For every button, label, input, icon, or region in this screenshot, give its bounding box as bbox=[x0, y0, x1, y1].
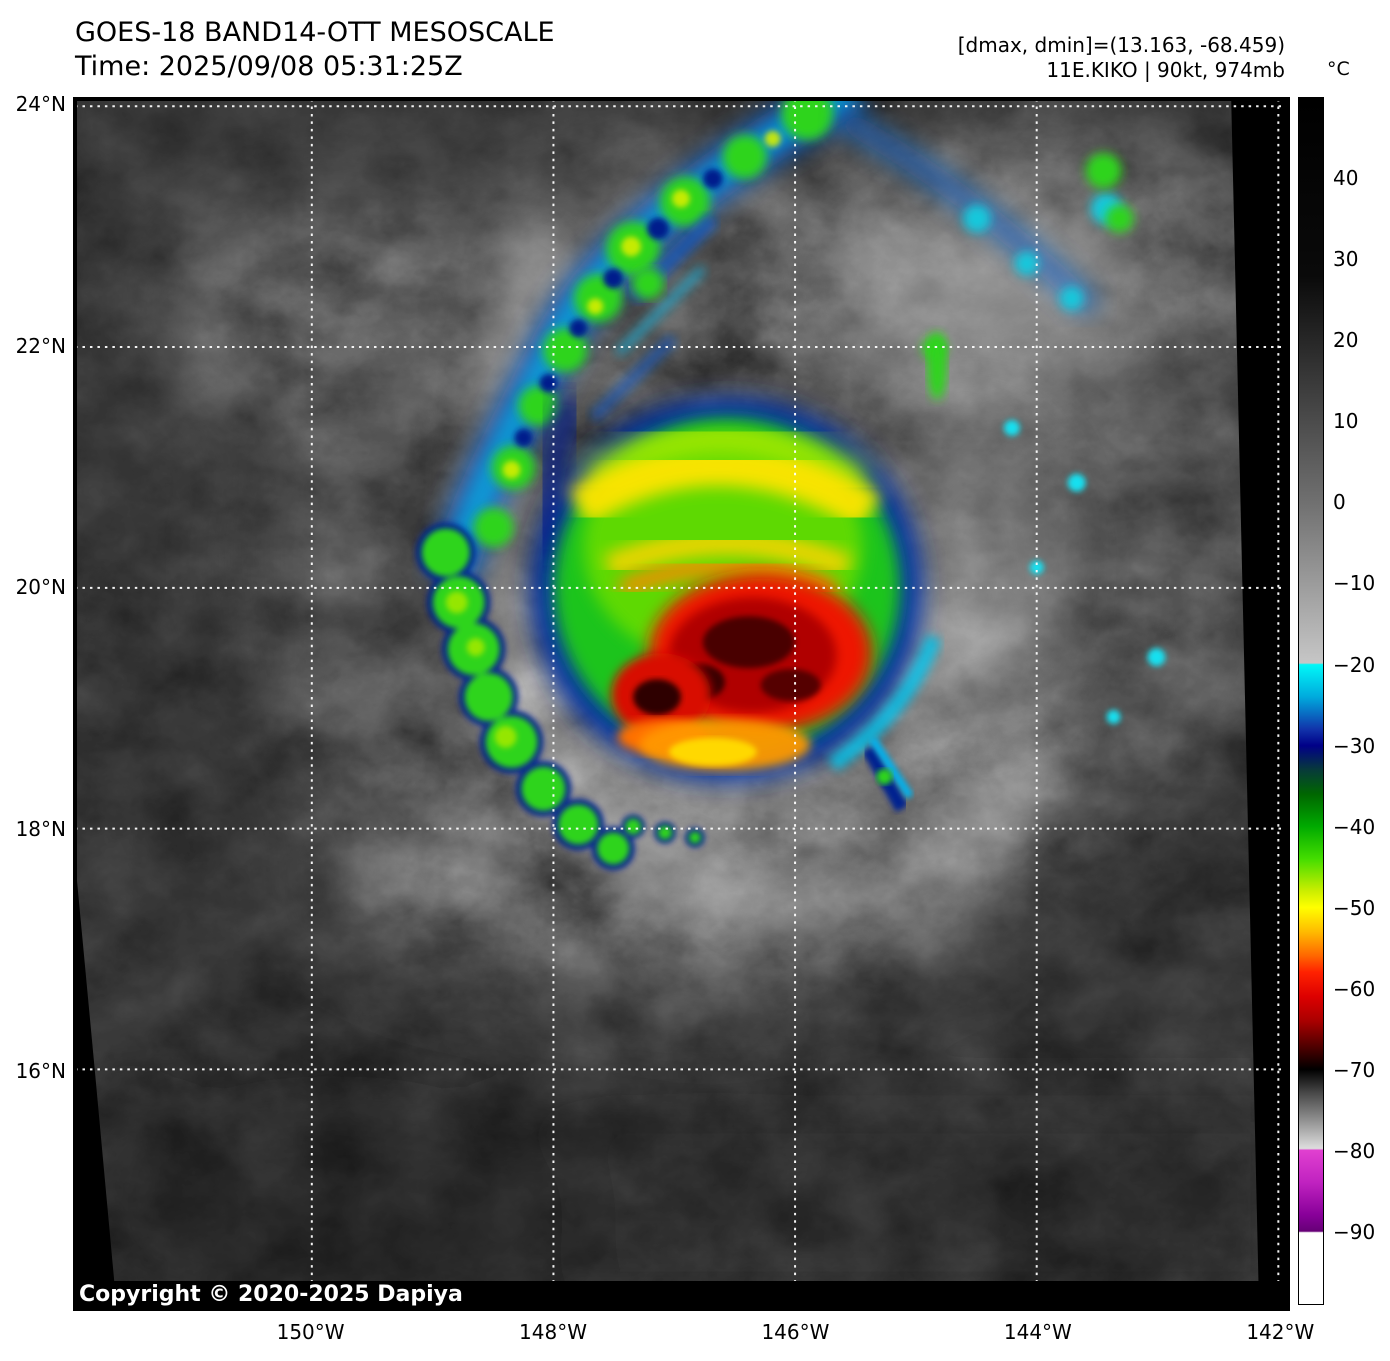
header-right-block: [dmax, dmin]=(13.163, -68.459) 11E.KIKO … bbox=[958, 33, 1285, 83]
colorbar-tick-label: 20 bbox=[1333, 328, 1359, 353]
colorbar-tick-label: −90 bbox=[1333, 1220, 1376, 1245]
outer-rainband-northeast bbox=[428, 99, 1166, 724]
lon-tick-label: 142°W bbox=[1246, 1320, 1315, 1344]
colorbar-gradient bbox=[1299, 98, 1323, 1304]
dmax-dmin-readout: [dmax, dmin]=(13.163, -68.459) bbox=[957, 33, 1285, 57]
lat-tick-label: 20°N bbox=[15, 575, 66, 600]
colorbar-tick-label: 40 bbox=[1333, 166, 1359, 191]
colorbar-tick-label: 0 bbox=[1333, 490, 1346, 515]
gridlines bbox=[75, 99, 1288, 1309]
lon-tick-label: 148°W bbox=[519, 1320, 587, 1344]
lon-tick-label: 150°W bbox=[276, 1320, 345, 1344]
temperature-colorbar bbox=[1298, 97, 1324, 1305]
colorbar-tick-label: −50 bbox=[1333, 895, 1376, 920]
colorbar-tick-label: 30 bbox=[1333, 247, 1359, 272]
product-title-block: GOES-18 BAND14-OTT MESOSCALE Time: 2025/… bbox=[75, 16, 555, 84]
hurricane-core bbox=[531, 393, 942, 813]
lat-tick-label: 22°N bbox=[15, 333, 66, 358]
product-title: GOES-18 BAND14-OTT MESOSCALE bbox=[75, 17, 555, 48]
colorbar-tick-label: −70 bbox=[1333, 1057, 1376, 1082]
lat-tick-label: 24°N bbox=[15, 92, 66, 117]
storm-info-readout: 11E.KIKO | 90kt, 974mb bbox=[1046, 58, 1285, 82]
colorbar-tick-label: −30 bbox=[1333, 733, 1376, 758]
satellite-image bbox=[75, 99, 1288, 1309]
copyright-watermark: Copyright © 2020-2025 Dapiya bbox=[75, 1281, 1288, 1309]
data-gap-bottom-left bbox=[75, 859, 117, 1309]
colorbar-tick-label: 10 bbox=[1333, 409, 1359, 434]
colorbar-tick-label: −40 bbox=[1333, 814, 1376, 839]
outer-rainband-southwest bbox=[415, 522, 705, 871]
colorbar-tick-label: −20 bbox=[1333, 652, 1376, 677]
data-gap-right bbox=[1231, 99, 1288, 1309]
lon-tick-label: 146°W bbox=[761, 1320, 830, 1344]
lat-tick-label: 16°N bbox=[15, 1058, 66, 1083]
colorbar-tick-label: −60 bbox=[1333, 976, 1376, 1001]
lat-tick-label: 18°N bbox=[15, 817, 66, 842]
colorbar-tick-label: −80 bbox=[1333, 1138, 1376, 1163]
lon-tick-label: 144°W bbox=[1003, 1320, 1072, 1344]
colorbar-tick-label: −10 bbox=[1333, 571, 1376, 596]
colorbar-unit-label: °C bbox=[1327, 58, 1350, 80]
satellite-map: Copyright © 2020-2025 Dapiya bbox=[73, 97, 1290, 1311]
product-timestamp: Time: 2025/09/08 05:31:25Z bbox=[75, 51, 463, 82]
